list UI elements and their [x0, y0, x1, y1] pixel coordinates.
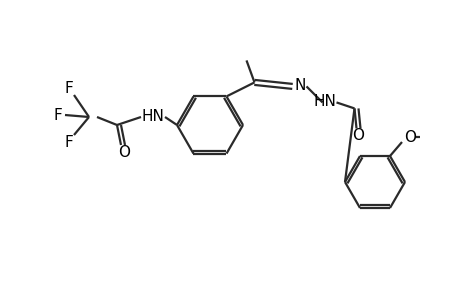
- Text: F: F: [64, 80, 73, 95]
- Text: O: O: [118, 145, 130, 160]
- Text: O: O: [403, 130, 415, 145]
- Text: F: F: [64, 134, 73, 149]
- Text: N: N: [294, 78, 306, 93]
- Text: HN: HN: [141, 109, 164, 124]
- Text: F: F: [54, 107, 62, 122]
- Text: HN: HN: [313, 94, 335, 109]
- Text: O: O: [352, 128, 364, 143]
